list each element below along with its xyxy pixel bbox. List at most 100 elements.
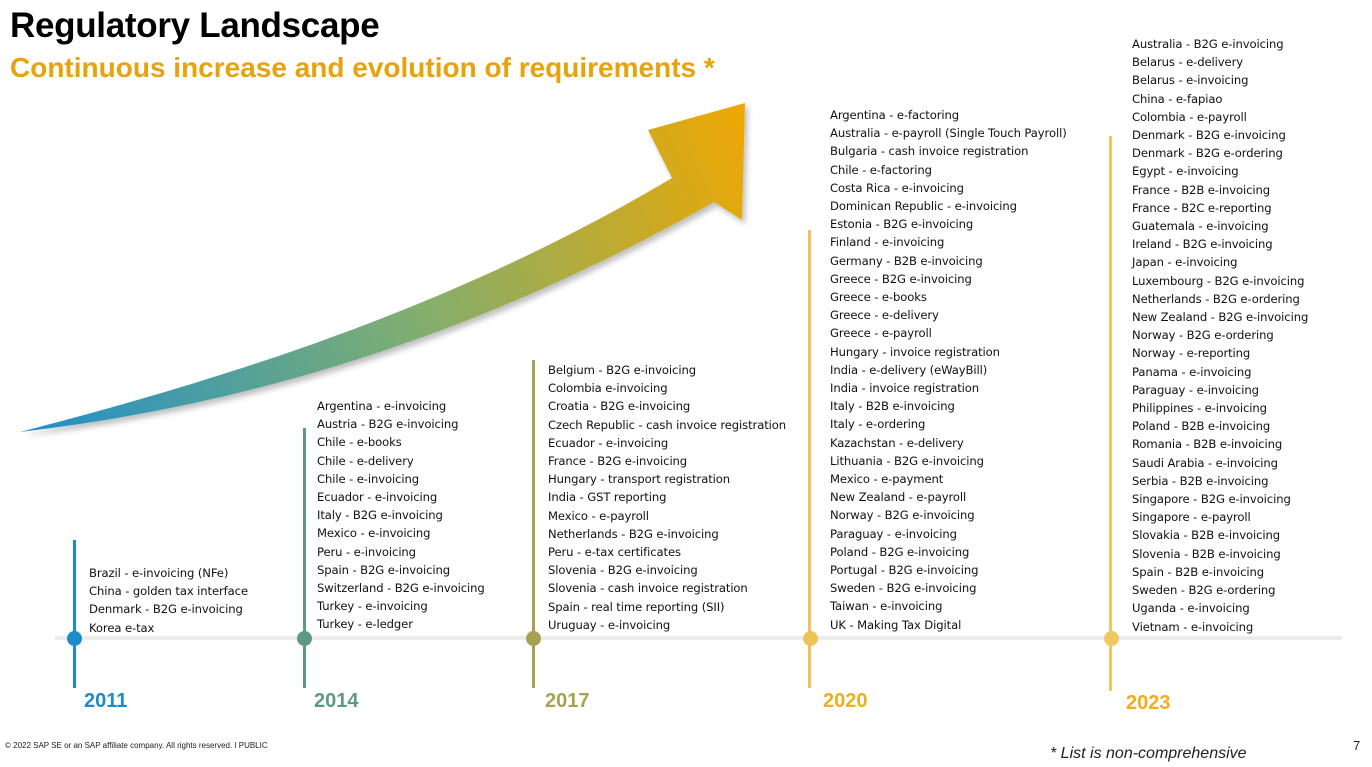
list-item: Paraguay - e-invoicing [830, 526, 957, 541]
list-item: Luxembourg - B2G e-invoicing [1132, 273, 1305, 288]
stem-2023 [1109, 136, 1112, 691]
list-item: Portugal - B2G e-invoicing [830, 563, 979, 578]
list-item: India - e-delivery (eWayBill) [830, 362, 988, 377]
list-item: UK - Making Tax Digital [830, 617, 962, 632]
list-item: Denmark - B2G e-invoicing [1132, 128, 1286, 143]
requirements-list-2020: Argentina - e-factoring Australia - e-pay… [830, 106, 1067, 634]
list-item: Italy - e-ordering [830, 417, 926, 432]
list-item: Taiwan - e-invoicing [830, 599, 943, 614]
list-item: Turkey - e-ledger [317, 617, 413, 632]
list-item: New Zealand - e-payroll [830, 490, 967, 505]
list-item: France - B2G e-invoicing [548, 454, 688, 469]
list-item: Sweden - B2G e-ordering [1132, 583, 1276, 598]
list-item: Turkey - e-invoicing [317, 599, 428, 614]
list-item: Chile - e-books [317, 435, 402, 450]
list-item: Poland - B2G e-invoicing [830, 544, 970, 559]
list-item: Brazil - e-invoicing (NFe) [89, 566, 229, 580]
list-item: Chile - e-invoicing [317, 471, 420, 486]
list-item: New Zealand - B2G e-invoicing [1132, 310, 1309, 325]
list-item: Uruguay - e-invoicing [548, 617, 671, 632]
year-label-2014: 2014 [314, 690, 359, 712]
list-item: Kazachstan - e-delivery [830, 435, 964, 450]
list-item: Romania - B2B e-invoicing [1132, 437, 1283, 452]
list-item: France - B2B e-invoicing [1132, 182, 1271, 197]
list-item: Ecuador - e-invoicing [317, 490, 438, 505]
list-item: Mexico - e-payroll [548, 508, 649, 523]
list-item: Colombia - e-payroll [1132, 109, 1247, 124]
list-item: Hungary - transport registration [548, 472, 731, 487]
stem-2020 [808, 230, 811, 688]
copyright-footer: © 2022 SAP SE or an SAP affiliate compan… [5, 741, 268, 750]
list-item: Lithuania - B2G e-invoicing [830, 453, 984, 468]
list-item: Spain - B2B e-invoicing [1132, 564, 1264, 579]
list-item: Egypt - e-invoicing [1132, 164, 1239, 179]
list-item: Slovenia - B2B e-invoicing [1132, 546, 1281, 561]
footnote: * List is non-comprehensive [1050, 745, 1247, 762]
year-label-2017: 2017 [545, 690, 590, 712]
list-item: Belarus - e-delivery [1132, 55, 1243, 70]
list-item: Peru - e-tax certificates [548, 545, 681, 560]
list-item: Argentina - e-factoring [830, 108, 960, 122]
list-item: Japan - e-invoicing [1132, 255, 1238, 270]
list-item: Chile - e-delivery [317, 453, 414, 468]
year-label-2023: 2023 [1126, 692, 1171, 714]
list-item: Greece - e-payroll [830, 326, 932, 341]
list-item: Hungary - invoice registration [830, 344, 1000, 359]
list-item: India - invoice registration [830, 381, 980, 396]
list-item: Poland - B2B e-invoicing [1132, 419, 1271, 434]
milestone-dot-2020 [803, 631, 818, 646]
list-item: Paraguay - e-invoicing [1132, 382, 1259, 397]
list-item: Ireland - B2G e-invoicing [1132, 237, 1273, 252]
list-item: Philippines - e-invoicing [1132, 401, 1267, 416]
stem-2011 [73, 540, 76, 688]
milestone-dot-2014 [297, 631, 312, 646]
list-item: Norway - B2G e-invoicing [830, 508, 975, 523]
requirements-list-2014: Argentina - e-invoicing Austria - B2G e-i… [317, 397, 485, 634]
requirements-list-2017: Belgium - B2G e-invoicing Colombia e-invo… [548, 361, 786, 634]
list-item: Costa Rica - e-invoicing [830, 180, 964, 195]
list-item: Korea e-tax [89, 620, 155, 635]
list-item: China - e-fapiao [1132, 91, 1223, 106]
list-item: Mexico - e-payment [830, 472, 944, 487]
arrow-shape [20, 103, 745, 432]
page-number: 7 [1353, 738, 1361, 753]
timeline-axis [55, 636, 1342, 640]
list-item: Greece - e-delivery [830, 308, 939, 323]
list-item: Argentina - e-invoicing [317, 399, 447, 413]
slide-subtitle: Continuous increase and evolution of req… [10, 52, 715, 83]
list-item: Greece - B2G e-invoicing [830, 271, 972, 286]
list-item: Uganda - e-invoicing [1132, 601, 1250, 616]
list-item: Belgium - B2G e-invoicing [548, 363, 696, 377]
list-item: Ecuador - e-invoicing [548, 435, 669, 450]
list-item: Mexico - e-invoicing [317, 526, 431, 541]
list-item: Croatia - B2G e-invoicing [548, 399, 691, 414]
list-item: Austria - B2G e-invoicing [317, 417, 459, 432]
list-item: Saudi Arabia - e-invoicing [1132, 455, 1278, 470]
list-item: Italy - B2B e-invoicing [830, 399, 955, 414]
list-item: Peru - e-invoicing [317, 544, 416, 559]
list-item: Finland - e-invoicing [830, 235, 945, 250]
list-item: Bulgaria - cash invoice registration [830, 144, 1029, 159]
list-item: Slovenia - cash invoice registration [548, 581, 748, 596]
list-item: China - golden tax interface [89, 584, 248, 599]
list-item: Switzerland - B2G e-invoicing [317, 581, 485, 596]
list-item: Italy - B2G e-invoicing [317, 508, 443, 523]
list-item: Slovakia - B2B e-invoicing [1132, 528, 1280, 543]
list-item: Belarus - e-invoicing [1132, 73, 1249, 88]
year-label-2011: 2011 [84, 690, 128, 712]
list-item: Denmark - B2G e-ordering [1132, 146, 1283, 161]
list-item: Netherlands - B2G e-ordering [1132, 291, 1300, 306]
list-item: Australia - B2G e-invoicing [1132, 37, 1284, 51]
list-item: Denmark - B2G e-invoicing [89, 602, 243, 617]
milestone-dot-2017 [526, 631, 541, 646]
list-item: Estonia - B2G e-invoicing [830, 217, 974, 232]
list-item: Norway - B2G e-ordering [1132, 328, 1274, 343]
list-item: Chile - e-factoring [830, 162, 932, 177]
list-item: Czech Republic - cash invoice registrati… [548, 417, 787, 432]
requirements-list-2011: Brazil - e-invoicing (NFe) China - golden… [89, 564, 248, 637]
milestone-dot-2023 [1104, 631, 1119, 646]
list-item: Panama - e-invoicing [1132, 364, 1252, 379]
year-label-2020: 2020 [823, 690, 868, 712]
list-item: Spain - real time reporting (SII) [548, 599, 725, 614]
list-item: Netherlands - B2G e-invoicing [548, 526, 719, 541]
